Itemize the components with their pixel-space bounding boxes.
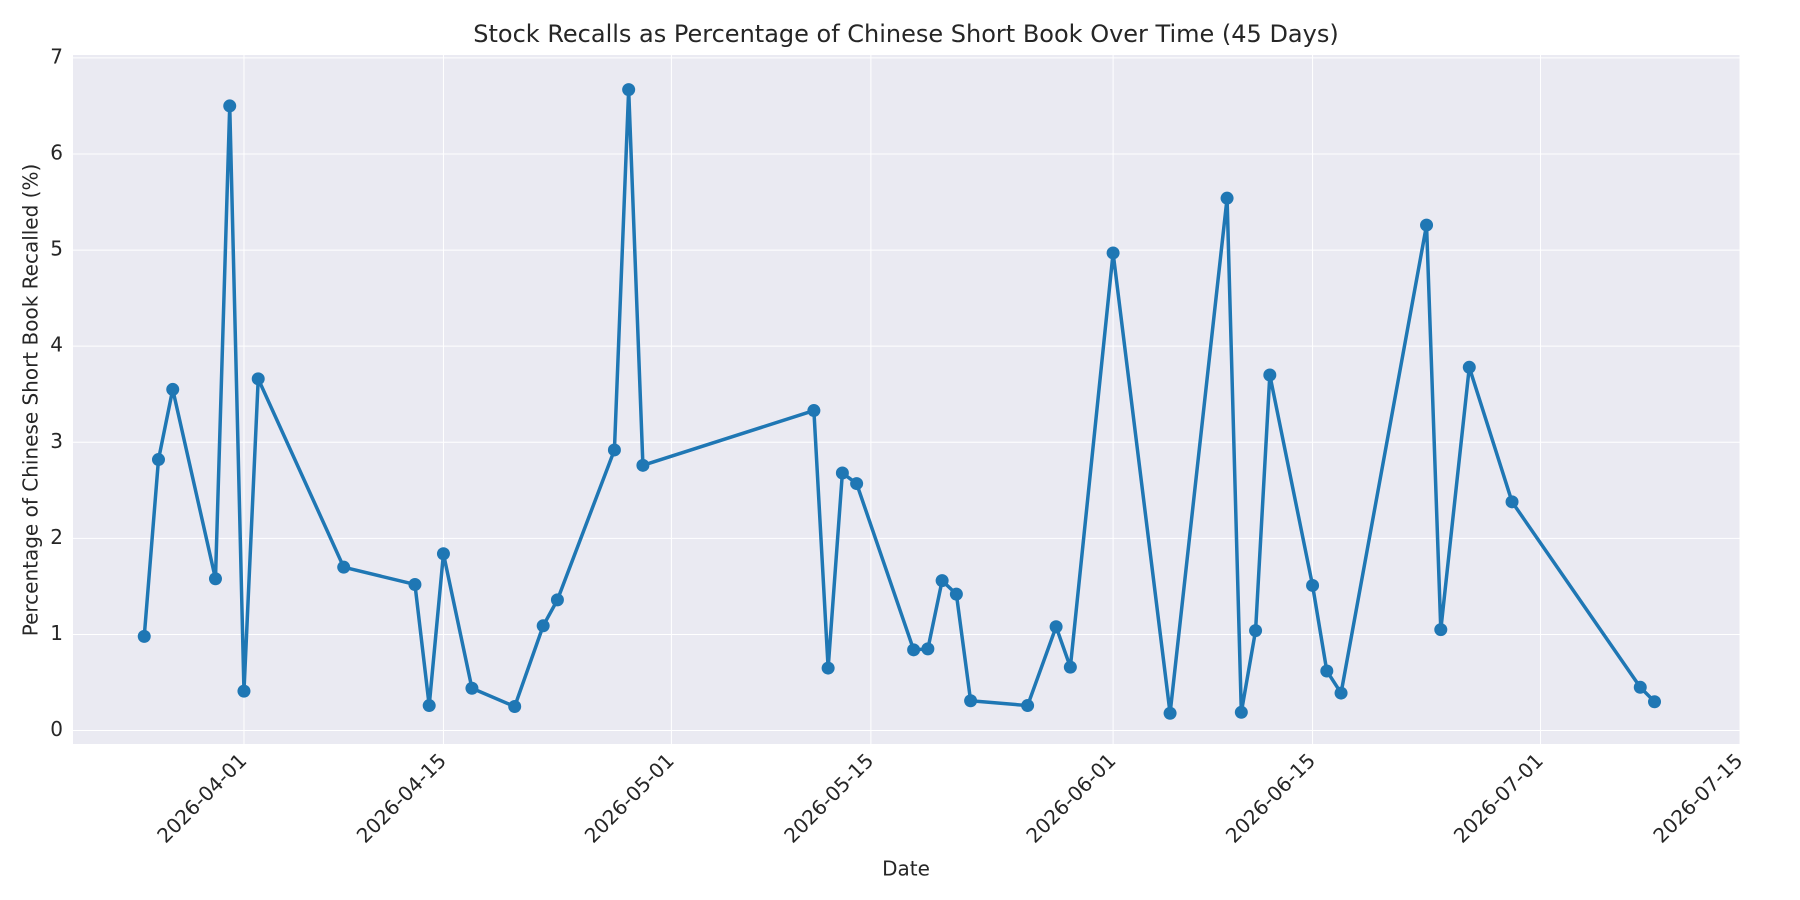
y-tick-label: 4 — [50, 333, 63, 357]
data-point — [166, 382, 180, 396]
data-point — [1306, 578, 1320, 592]
data-point — [237, 684, 251, 698]
data-point — [607, 443, 621, 457]
data-point — [465, 681, 479, 695]
x-tick-label: 2026-05-01 — [580, 748, 679, 847]
x-tick-label: 2026-04-01 — [152, 748, 251, 847]
data-point — [508, 700, 522, 714]
x-tick-label: 2026-07-15 — [1648, 748, 1747, 847]
data-point — [536, 619, 550, 633]
data-point — [1220, 191, 1234, 205]
data-point — [151, 453, 165, 467]
data-point — [1648, 695, 1662, 709]
y-tick-label: 1 — [50, 621, 63, 645]
data-point — [208, 572, 222, 586]
data-point — [337, 560, 351, 574]
x-tick-label: 2026-07-01 — [1449, 748, 1548, 847]
plot-area — [73, 55, 1740, 744]
data-point — [1334, 686, 1348, 700]
data-point — [1263, 368, 1277, 382]
data-point — [1249, 624, 1263, 638]
data-point — [1163, 706, 1177, 720]
data-point — [1505, 495, 1519, 509]
data-point — [1633, 680, 1647, 694]
x-tick-label: 2026-06-01 — [1021, 748, 1120, 847]
data-point — [436, 547, 450, 561]
data-point — [1021, 699, 1035, 713]
data-point — [850, 477, 864, 491]
y-tick-label: 6 — [50, 140, 63, 164]
data-point — [1462, 360, 1476, 374]
data-point — [964, 694, 978, 708]
data-point — [1106, 246, 1120, 260]
data-point — [907, 643, 921, 657]
data-point — [137, 629, 151, 643]
data-point — [223, 99, 237, 113]
data-point — [821, 661, 835, 675]
y-tick-label: 0 — [50, 717, 63, 741]
data-point — [408, 577, 422, 591]
x-tick-label: 2026-04-15 — [352, 748, 451, 847]
data-point — [835, 466, 849, 480]
data-point — [935, 574, 949, 588]
data-point — [251, 372, 265, 386]
data-point — [422, 699, 436, 713]
y-axis-label: Percentage of Chinese Short Book Recalle… — [19, 164, 43, 637]
data-point — [622, 83, 636, 97]
data-point — [1234, 705, 1248, 719]
data-point — [949, 587, 963, 601]
x-tick-label: 2026-05-15 — [779, 748, 878, 847]
data-point — [1063, 660, 1077, 674]
x-axis-label: Date — [882, 857, 930, 881]
data-point — [921, 642, 935, 656]
x-tick-label: 2026-06-15 — [1221, 748, 1320, 847]
y-tick-label: 5 — [50, 237, 63, 261]
data-point — [1049, 620, 1063, 634]
chart-title: Stock Recalls as Percentage of Chinese S… — [473, 20, 1338, 48]
data-point — [1434, 623, 1448, 637]
data-point — [636, 458, 650, 472]
y-tick-label: 3 — [50, 429, 63, 453]
data-point — [550, 593, 564, 607]
data-point — [1420, 218, 1434, 232]
data-point — [1320, 664, 1334, 678]
y-tick-label: 7 — [50, 44, 63, 68]
y-tick-label: 2 — [50, 525, 63, 549]
data-point — [807, 404, 821, 418]
